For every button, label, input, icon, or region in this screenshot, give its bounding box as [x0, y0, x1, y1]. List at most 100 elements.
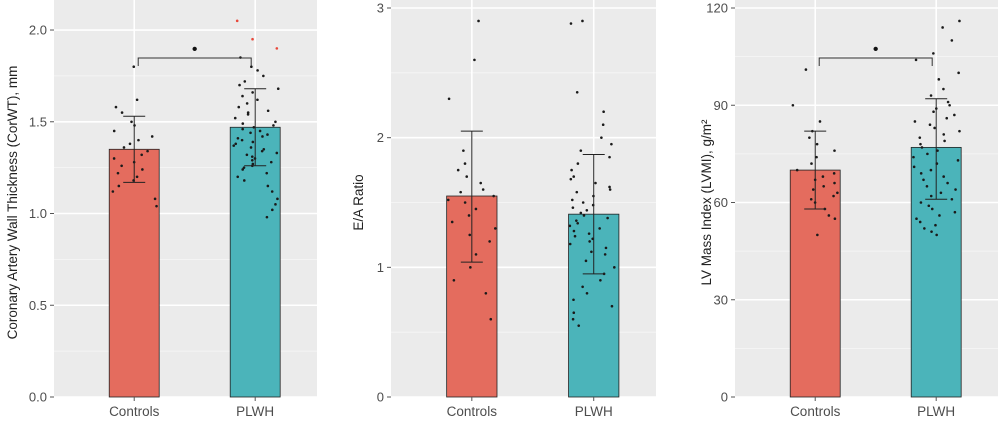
- data-point: [465, 175, 469, 178]
- data-point: [155, 204, 158, 208]
- data-point: [112, 129, 116, 133]
- data-point: [234, 142, 238, 146]
- data-point: [810, 162, 813, 165]
- data-point: [251, 37, 254, 41]
- y-tick-label: 1.5: [29, 114, 47, 129]
- data-point: [242, 179, 246, 182]
- x-tick-label: PLWH: [236, 404, 274, 419]
- data-point: [233, 116, 237, 120]
- data-point: [111, 190, 115, 193]
- data-point: [481, 188, 485, 191]
- data-point: [572, 229, 576, 233]
- y-tick-label: 1.0: [29, 206, 47, 221]
- data-point: [246, 113, 250, 116]
- data-point: [484, 291, 488, 295]
- data-point: [265, 215, 269, 219]
- data-point: [489, 317, 493, 321]
- data-point: [818, 120, 822, 123]
- data-point: [572, 298, 575, 302]
- data-point: [241, 168, 244, 171]
- data-point: [815, 142, 819, 146]
- data-point: [232, 144, 236, 147]
- data-point: [832, 172, 836, 175]
- data-point: [932, 52, 935, 55]
- data-point: [929, 194, 933, 198]
- data-point: [241, 122, 245, 125]
- data-point: [833, 149, 836, 152]
- data-point: [606, 216, 609, 220]
- data-point: [816, 233, 819, 237]
- data-point: [827, 214, 831, 217]
- data-point: [600, 136, 603, 139]
- data-point: [256, 98, 259, 102]
- data-point: [950, 39, 954, 42]
- y-tick-label: 90: [714, 98, 728, 113]
- data-point: [245, 102, 249, 105]
- data-point: [246, 111, 250, 114]
- data-point: [610, 142, 613, 146]
- data-point: [832, 194, 835, 198]
- data-point: [942, 133, 946, 136]
- data-point: [953, 210, 957, 214]
- data-point: [132, 65, 136, 69]
- data-point: [146, 149, 149, 153]
- data-point: [581, 285, 584, 289]
- data-point: [573, 234, 577, 238]
- data-point: [918, 136, 922, 139]
- data-point: [604, 246, 608, 250]
- data-point: [135, 175, 139, 179]
- data-point: [958, 129, 961, 133]
- y-tick-label: 1: [377, 260, 384, 275]
- data-point: [236, 136, 240, 140]
- data-point: [937, 78, 941, 81]
- y-tick-label: 2.0: [29, 23, 47, 38]
- y-tick-label: 60: [714, 195, 728, 210]
- data-point: [238, 83, 241, 87]
- data-point: [473, 58, 476, 62]
- data-point: [462, 149, 465, 152]
- data-point: [941, 26, 944, 29]
- data-point: [935, 233, 938, 237]
- y-tick-label: 0.5: [29, 298, 47, 313]
- data-point: [957, 71, 960, 75]
- data-point: [613, 266, 616, 269]
- data-point: [922, 178, 925, 182]
- data-point: [265, 171, 269, 175]
- data-point: [822, 184, 825, 188]
- data-point: [602, 110, 605, 114]
- data-point: [150, 135, 154, 138]
- data-point: [928, 123, 932, 126]
- data-point: [114, 105, 118, 109]
- data-point: [570, 168, 573, 172]
- data-point: [576, 162, 580, 165]
- data-point: [588, 240, 591, 243]
- data-point: [599, 279, 602, 282]
- data-point: [791, 103, 795, 107]
- x-tick-label: Controls: [790, 404, 841, 419]
- data-point: [594, 181, 597, 185]
- data-point: [266, 109, 270, 113]
- data-point: [795, 168, 799, 172]
- y-tick-label: 0.0: [29, 390, 47, 405]
- significance-marker: •: [192, 41, 198, 58]
- data-point: [479, 181, 483, 185]
- data-point: [939, 191, 943, 195]
- data-point: [833, 181, 836, 185]
- data-point: [474, 253, 478, 256]
- data-point: [934, 223, 937, 227]
- data-point: [572, 175, 576, 178]
- data-point: [603, 253, 607, 256]
- significance-marker: •: [873, 41, 879, 58]
- data-point: [274, 120, 277, 124]
- data-point: [266, 133, 269, 136]
- y-tick-label: 30: [714, 292, 728, 307]
- data-point: [953, 113, 956, 117]
- data-point: [942, 87, 945, 91]
- x-tick-label: Controls: [447, 404, 498, 419]
- data-point: [252, 125, 256, 129]
- data-point: [241, 94, 244, 98]
- data-point: [950, 197, 954, 201]
- data-point: [251, 91, 254, 94]
- data-point: [122, 146, 126, 149]
